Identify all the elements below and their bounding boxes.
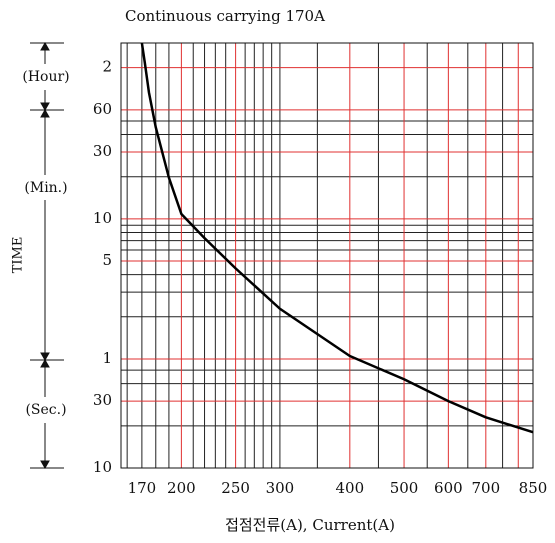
x-tick-label: 250 [221,479,250,497]
y-tick-label: 5 [102,251,112,269]
x-tick-label: 300 [266,479,295,497]
y-tick-label: 10 [93,209,112,227]
y-tick-label: 1 [102,349,112,367]
x-tick-label: 700 [471,479,500,497]
unit-label: (Sec.) [25,402,66,418]
y-tick-label: 60 [93,100,112,118]
y-tick-label: 30 [93,391,112,409]
x-tick-label: 200 [167,479,196,497]
y-tick-label: 30 [93,142,112,160]
unit-label: (Min.) [24,180,67,196]
x-tick-label: 600 [434,479,463,497]
x-tick-label: 850 [519,479,548,497]
x-tick-label: 400 [336,479,365,497]
unit-label: (Hour) [22,69,69,85]
y-axis-label: TIME [11,237,26,274]
unit-brackets [30,41,64,470]
x-axis-label: 접점전류(A), Current(A) [225,516,395,534]
plot-frame [120,42,534,469]
x-tick-label: 500 [390,479,419,497]
chart-title: Continuous carrying 170A [125,7,325,25]
curve [140,42,534,434]
y-tick-label: 2 [102,58,112,76]
y-tick-label: 10 [93,458,112,476]
x-tick-label: 170 [128,479,157,497]
